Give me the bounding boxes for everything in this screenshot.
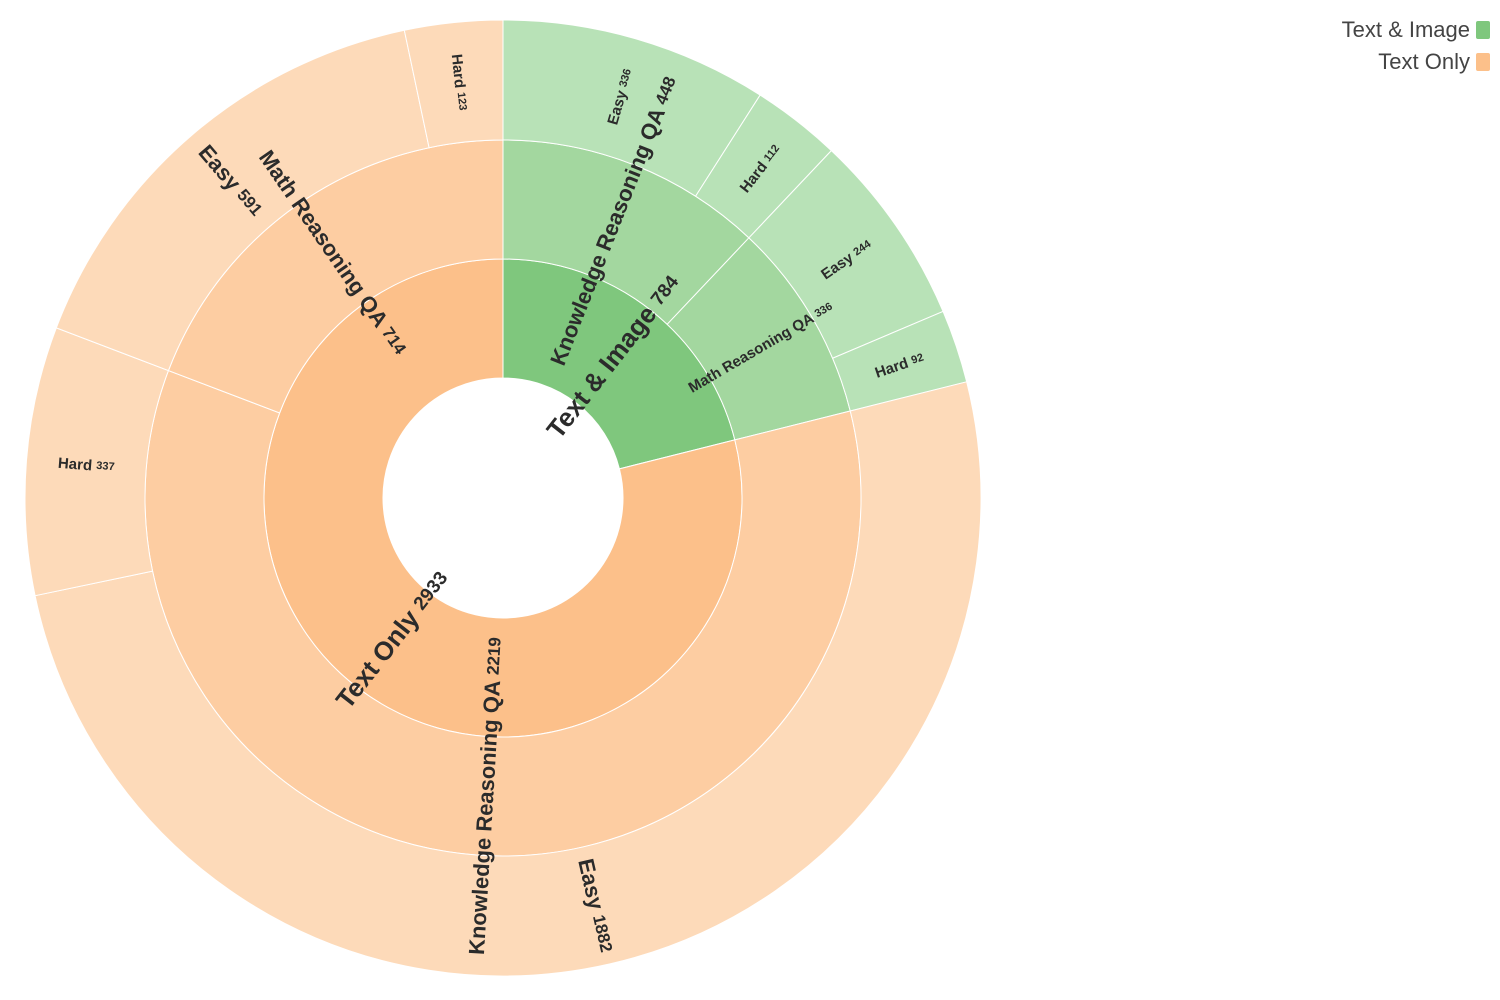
segment-label-text-only-math-reasoning-qa-hard: Hard 123 [448,53,471,111]
legend-item-text-only[interactable]: Text Only [1342,46,1490,78]
legend-swatch [1476,53,1490,71]
legend-label: Text & Image [1341,17,1470,42]
legend-item-text-image[interactable]: Text & Image [1342,14,1490,46]
legend: Text & Image Text Only [1342,14,1490,78]
legend-swatch [1476,21,1490,39]
legend-label: Text Only [1378,49,1470,74]
segment-text-only-knowledge-reasoning-qa-easy[interactable] [34,381,982,977]
segment-label-text-only-knowledge-reasoning-qa-hard: Hard 337 [57,454,115,475]
segment-text-only-math-reasoning-qa-hard[interactable] [403,19,504,149]
